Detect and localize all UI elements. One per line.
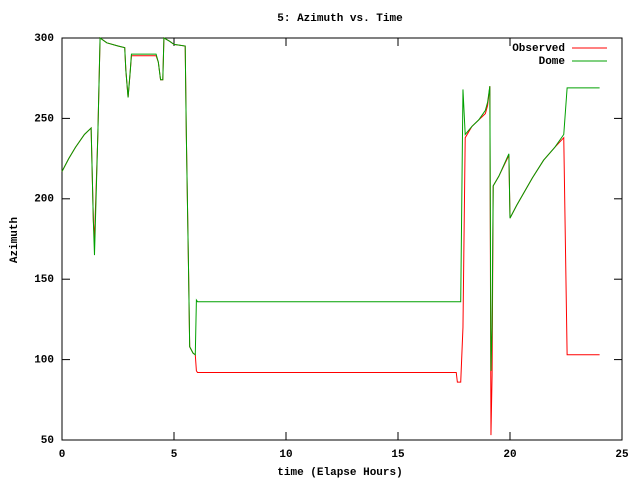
y-tick-label: 300 [34,33,54,45]
y-tick-label: 50 [41,435,54,447]
y-tick-label: 150 [34,274,54,286]
x-tick-label: 5 [171,449,178,461]
x-axis-label: time (Elapse Hours) [277,467,402,479]
legend-label: Observed [512,43,565,55]
y-tick-label: 200 [34,194,54,206]
x-tick-label: 0 [59,449,66,461]
legend-label: Dome [539,56,566,68]
x-tick-label: 20 [503,449,516,461]
x-tick-label: 25 [615,449,629,461]
y-tick-label: 250 [34,113,54,125]
series-line [61,37,600,371]
y-tick-label: 100 [34,355,54,367]
y-axis-label: Azimuth [9,217,21,263]
plot-border [61,37,623,441]
x-tick-label: 10 [279,449,292,461]
chart-title: 5: Azimuth vs. Time [277,13,403,25]
x-tick-label: 15 [391,449,405,461]
